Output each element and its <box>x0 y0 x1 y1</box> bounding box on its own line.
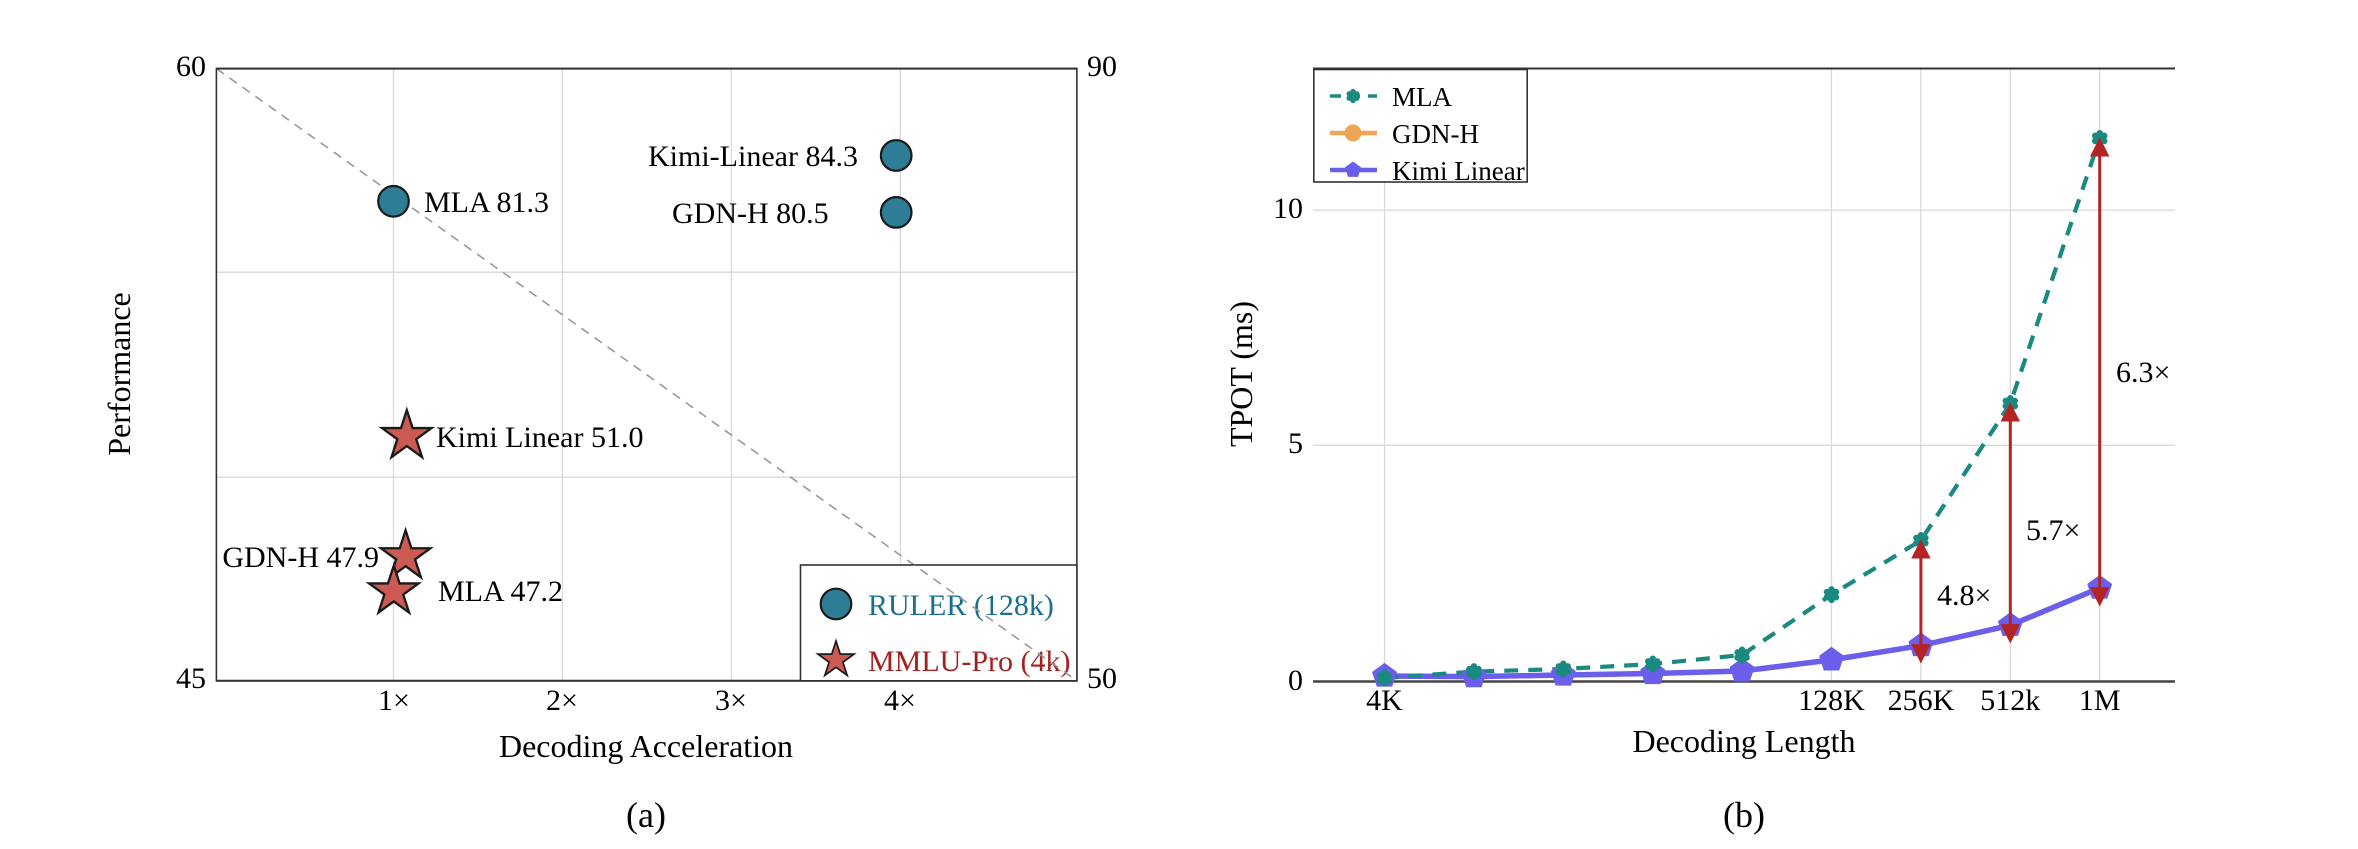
svg-text:10: 10 <box>1273 192 1303 225</box>
svg-text:5: 5 <box>1288 427 1303 460</box>
svg-text:2×: 2× <box>546 684 578 717</box>
svg-text:MLA 47.2: MLA 47.2 <box>438 575 563 608</box>
svg-text:60: 60 <box>176 50 206 83</box>
svg-text:1M: 1M <box>2079 684 2121 717</box>
svg-text:90: 90 <box>1087 50 1117 83</box>
svg-text:GDN-H 47.9: GDN-H 47.9 <box>222 541 379 574</box>
svg-text:RULER (128k): RULER (128k) <box>868 589 1054 622</box>
svg-text:4K: 4K <box>1366 684 1403 717</box>
svg-text:4×: 4× <box>884 684 916 717</box>
svg-text:3×: 3× <box>715 684 747 717</box>
svg-text:GDN-H: GDN-H <box>1392 119 1479 149</box>
svg-text:Decoding Acceleration: Decoding Acceleration <box>499 728 793 764</box>
svg-text:GDN-H 80.5: GDN-H 80.5 <box>672 197 829 230</box>
svg-text:TPOT (ms): TPOT (ms) <box>1223 301 1259 447</box>
svg-text:(b): (b) <box>1723 795 1765 835</box>
svg-text:128K: 128K <box>1798 684 1865 717</box>
svg-text:45: 45 <box>176 662 206 695</box>
svg-text:Decoding Length: Decoding Length <box>1632 723 1855 759</box>
svg-text:6.3×: 6.3× <box>2116 356 2170 389</box>
svg-text:512k: 512k <box>1980 684 2040 717</box>
svg-text:MLA: MLA <box>1392 82 1453 112</box>
svg-text:Kimi Linear 51.0: Kimi Linear 51.0 <box>436 421 643 454</box>
svg-text:Performance: Performance <box>101 292 137 455</box>
svg-text:4.8×: 4.8× <box>1937 579 1991 612</box>
svg-text:Kimi-Linear 84.3: Kimi-Linear 84.3 <box>648 140 858 173</box>
svg-text:5.7×: 5.7× <box>2026 514 2080 547</box>
svg-text:MMLU-Pro (4k): MMLU-Pro (4k) <box>868 645 1071 678</box>
svg-text:(a): (a) <box>626 795 666 835</box>
svg-text:1×: 1× <box>378 684 410 717</box>
svg-text:256K: 256K <box>1888 684 1955 717</box>
svg-text:MLA 81.3: MLA 81.3 <box>424 186 549 219</box>
svg-text:Kimi Linear: Kimi Linear <box>1392 156 1525 186</box>
svg-text:50: 50 <box>1087 662 1117 695</box>
svg-text:0: 0 <box>1288 664 1303 697</box>
